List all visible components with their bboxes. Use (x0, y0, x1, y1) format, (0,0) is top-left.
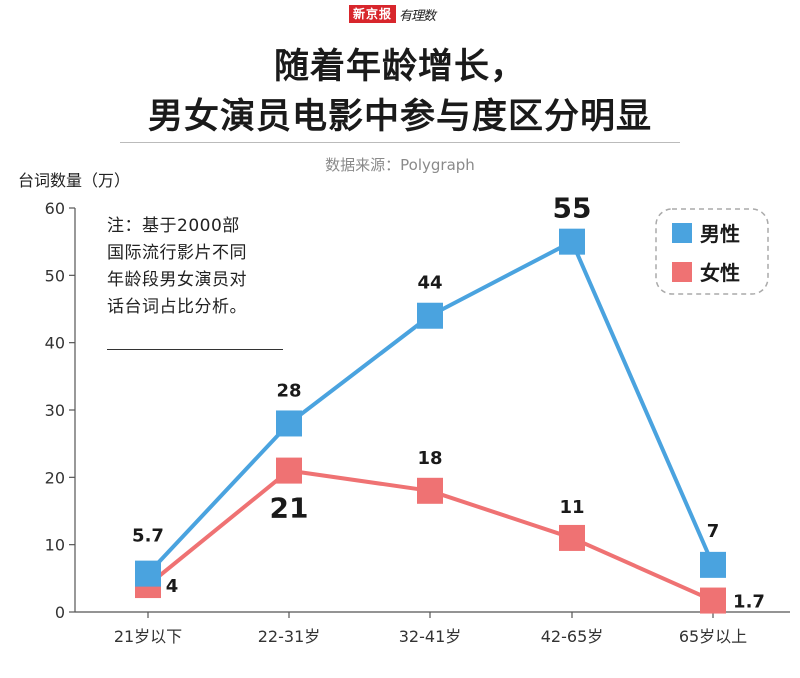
female-data-point (700, 587, 726, 614)
chart-note-line: 年龄段男女演员对 (107, 270, 247, 290)
male-data-label: 5.7 (132, 526, 164, 547)
female-data-label: 1.7 (733, 592, 765, 613)
y-tick-label: 30 (45, 401, 65, 420)
brand-logo: 新京报 有理数 (349, 4, 436, 24)
chart-note: 注：基于2000部 国际流行影片不同 年龄段男女演员对 话台词占比分析。 (107, 213, 285, 321)
brand-logo-sub: 有理数 (399, 8, 436, 24)
male-data-label: 44 (417, 273, 442, 294)
female-data-point (559, 524, 585, 551)
chart-note-line: 国际流行影片不同 (107, 243, 247, 263)
title-divider (120, 142, 680, 143)
male-data-point (700, 551, 726, 578)
male-data-label: 28 (276, 380, 301, 401)
chart-note-line: 话台词占比分析。 (107, 297, 247, 317)
x-tick-label: 65岁以上 (679, 627, 747, 646)
female-data-label: 18 (417, 448, 442, 469)
female-data-label: 11 (559, 497, 584, 518)
male-data-label: 55 (553, 192, 592, 225)
chart-title-line2: 男女演员电影中参与度区分明显 (147, 97, 652, 137)
y-tick-label: 50 (45, 266, 65, 285)
y-axis-label: 台词数量（万） (18, 171, 130, 190)
y-tick-label: 0 (55, 603, 65, 622)
male-legend-label: 男性 (700, 222, 740, 246)
female-legend-label: 女性 (700, 261, 740, 285)
x-tick-label: 22-31岁 (258, 627, 321, 646)
male-legend-swatch (672, 223, 692, 243)
y-tick-label: 60 (45, 199, 65, 218)
note-underline (107, 349, 283, 350)
chart-title-line1: 随着年龄增长， (273, 47, 526, 87)
female-data-label: 4 (166, 576, 179, 597)
y-tick-label: 40 (45, 334, 65, 353)
x-tick-label: 21岁以下 (114, 627, 182, 646)
male-data-point (417, 302, 443, 329)
chart-note-line: 注：基于2000部 (107, 216, 240, 236)
male-data-point (135, 560, 161, 587)
data-source: 数据来源：Polygraph (325, 156, 475, 174)
x-tick-label: 32-41岁 (399, 627, 462, 646)
y-tick-label: 10 (45, 536, 65, 555)
x-tick-label: 42-65岁 (541, 627, 604, 646)
male-data-point (559, 228, 585, 255)
brand-logo-badge: 新京报 (349, 5, 397, 23)
y-tick-label: 20 (45, 468, 65, 487)
female-data-point (417, 477, 443, 504)
male-data-label: 7 (707, 521, 720, 542)
female-data-point (276, 457, 302, 484)
female-data-label: 21 (270, 492, 309, 525)
male-data-point (276, 410, 302, 437)
female-legend-swatch (672, 262, 692, 282)
